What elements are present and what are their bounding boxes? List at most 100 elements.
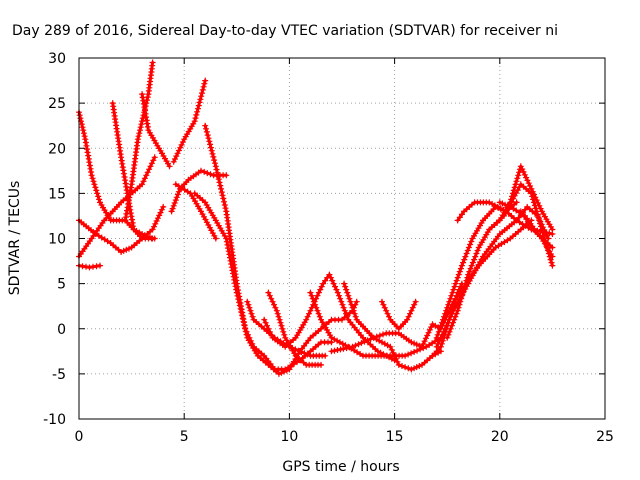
data-point: [204, 170, 211, 177]
data-point: [314, 307, 321, 314]
series-arc: [261, 271, 398, 364]
data-point: [139, 118, 146, 125]
data-point: [136, 130, 143, 137]
data-point: [343, 286, 350, 293]
data-point: [178, 141, 185, 148]
data-point: [275, 313, 282, 320]
x-axis-title: GPS time / hours: [282, 459, 399, 475]
data-point: [524, 177, 531, 184]
data-point: [123, 246, 130, 253]
data-point: [454, 274, 461, 281]
data-point: [442, 325, 449, 332]
data-point: [450, 286, 457, 293]
series-layer: [76, 59, 556, 377]
data-point: [249, 313, 256, 320]
data-point: [216, 179, 223, 186]
data-point: [173, 153, 180, 160]
data-point: [463, 277, 470, 284]
data-point: [218, 189, 225, 196]
series-arc: [170, 77, 209, 165]
data-point: [352, 342, 359, 349]
data-point: [358, 339, 365, 346]
data-point: [453, 310, 460, 317]
data-point: [547, 256, 554, 263]
data-point: [531, 202, 538, 209]
data-point: [538, 223, 544, 230]
data-point: [353, 298, 360, 305]
data-point: [549, 244, 556, 251]
data-point: [157, 209, 164, 216]
data-point: [352, 313, 359, 320]
data-point: [215, 176, 222, 183]
data-point: [238, 309, 245, 315]
data-point: [219, 192, 226, 199]
data-point: [318, 361, 324, 368]
data-point: [153, 218, 160, 224]
data-point: [79, 124, 86, 131]
data-point: [96, 196, 103, 203]
y-tick-label: -5: [52, 367, 66, 383]
data-point: [201, 80, 208, 87]
data-point: [459, 292, 466, 299]
data-point: [208, 147, 215, 154]
data-point: [246, 304, 253, 311]
data-point: [170, 202, 177, 209]
data-point: [428, 324, 435, 331]
data-point: [466, 268, 473, 275]
data-point: [344, 313, 351, 320]
data-point: [351, 310, 358, 317]
data-point: [206, 138, 213, 145]
data-point: [198, 167, 204, 174]
data-point: [80, 130, 87, 137]
data-point: [456, 301, 463, 308]
data-point: [214, 169, 221, 176]
data-point: [194, 108, 201, 115]
data-point: [97, 262, 103, 269]
series-arc: [172, 181, 219, 242]
data-point: [402, 364, 409, 371]
data-point: [277, 319, 284, 326]
data-point: [169, 205, 176, 212]
data-point: [448, 322, 455, 329]
data-point: [361, 338, 368, 345]
data-point: [449, 289, 456, 296]
data-point: [445, 331, 452, 338]
data-point: [514, 175, 521, 182]
data-point: [525, 180, 532, 187]
data-point: [81, 133, 88, 140]
data-point: [539, 229, 546, 236]
data-point: [203, 128, 210, 135]
data-point: [235, 296, 242, 303]
data-point: [151, 223, 157, 230]
data-point: [248, 310, 255, 317]
data-point: [273, 307, 280, 314]
data-point: [414, 347, 421, 354]
x-tick-label: 25: [596, 429, 614, 445]
data-point: [207, 141, 214, 148]
data-point: [316, 313, 323, 320]
data-point: [342, 283, 349, 290]
data-point: [344, 289, 351, 296]
x-tick-label: 15: [386, 429, 404, 445]
data-point: [468, 238, 475, 245]
plot-frame: [78, 57, 606, 420]
data-point: [529, 193, 536, 200]
data-point: [468, 262, 475, 269]
data-point: [462, 253, 469, 260]
data-point: [349, 304, 356, 311]
data-point: [95, 193, 102, 200]
data-point: [451, 283, 458, 290]
data-point: [408, 339, 415, 346]
data-point: [446, 328, 453, 335]
data-point: [301, 350, 308, 357]
y-tick-label: 0: [57, 322, 66, 338]
data-point: [467, 265, 474, 272]
series-arc: [265, 289, 324, 368]
data-point: [395, 361, 402, 368]
data-point: [549, 253, 556, 260]
data-point: [218, 185, 224, 192]
data-point: [461, 256, 468, 263]
data-point: [456, 268, 463, 275]
data-point: [174, 150, 181, 157]
data-point: [314, 292, 321, 299]
